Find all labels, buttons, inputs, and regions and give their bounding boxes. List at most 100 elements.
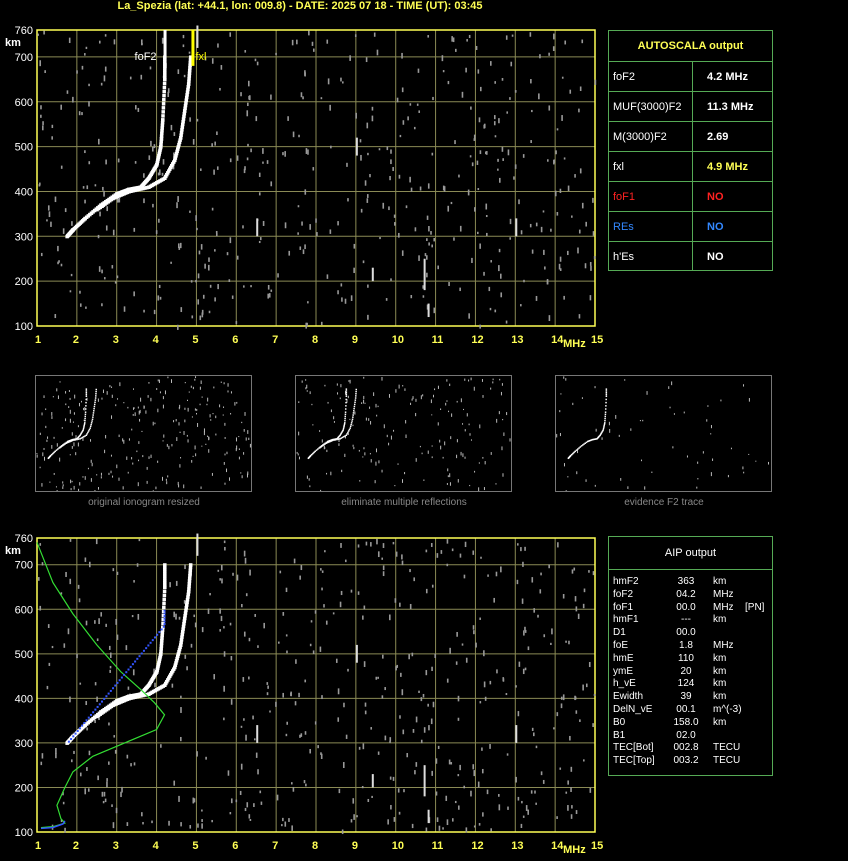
thumb-noise xyxy=(133,388,135,390)
thumb-trace xyxy=(605,398,607,401)
thumb-noise xyxy=(615,414,617,419)
thumb-noise xyxy=(434,388,436,391)
thumb-noise xyxy=(466,413,468,417)
thumb-trace xyxy=(84,435,86,437)
thumb-noise xyxy=(469,484,471,487)
aip-row: h_vE 124 km xyxy=(613,678,727,690)
noise-speck xyxy=(275,701,277,707)
thumb-noise xyxy=(224,453,226,456)
thumb-trace xyxy=(80,432,83,434)
thumb-noise xyxy=(311,403,313,406)
thumb-trace xyxy=(85,401,87,404)
thumb-noise xyxy=(572,402,574,406)
noise-speck xyxy=(192,797,195,804)
noise-speck xyxy=(306,322,308,327)
thumb-noise xyxy=(697,478,699,480)
trace-point-extraordinary xyxy=(183,106,187,111)
trace-point-extraordinary xyxy=(167,169,171,173)
thumb-noise xyxy=(492,378,494,381)
noise-speck xyxy=(320,752,322,755)
noise-speck xyxy=(422,285,424,289)
noise-speck xyxy=(180,307,183,313)
thumb-noise xyxy=(56,490,58,491)
thumb-trace xyxy=(603,424,605,427)
noise-speck xyxy=(354,34,357,37)
noise-speck xyxy=(41,562,44,566)
thumb-noise xyxy=(324,384,326,387)
thumb-trace xyxy=(327,441,330,443)
thumb-noise xyxy=(462,423,464,425)
noise-speck xyxy=(77,584,80,589)
noise-speck xyxy=(589,787,592,793)
noise-speck xyxy=(243,718,245,721)
thumb-noise xyxy=(215,415,217,419)
noise-streak xyxy=(423,765,426,797)
noise-speck xyxy=(151,146,154,152)
thumb-noise xyxy=(464,456,466,459)
noise-speck xyxy=(510,61,513,67)
thumb-noise xyxy=(464,429,466,432)
thumb-trace xyxy=(584,442,587,444)
autoscala-value: NO xyxy=(707,250,724,263)
thumb-noise xyxy=(155,486,157,490)
noise-speck xyxy=(479,324,481,329)
noise-speck xyxy=(533,608,536,613)
thumb-noise xyxy=(138,459,140,462)
thumb-noise xyxy=(59,457,61,462)
noise-speck xyxy=(133,291,135,297)
noise-speck xyxy=(262,161,264,164)
thumb-trace xyxy=(49,454,52,457)
noise-speck xyxy=(285,634,288,637)
noise-speck xyxy=(223,626,225,629)
thumb-noise xyxy=(238,456,240,460)
thumb-noise xyxy=(560,393,562,395)
noise-speck xyxy=(51,645,54,649)
thumb-noise xyxy=(196,408,198,411)
trace-point-ordinary xyxy=(161,114,165,118)
autoscala-table: AUTOSCALA output foF2 4.2 MHz MUF(3000)F2 1… xyxy=(608,30,773,271)
thumb-trace xyxy=(79,438,81,440)
thumb-noise xyxy=(388,394,390,398)
noise-speck xyxy=(552,46,555,51)
trace-point-ordinary xyxy=(162,89,166,94)
noise-speck xyxy=(428,242,430,246)
noise-speck xyxy=(500,292,503,298)
thumb-trace xyxy=(321,445,324,447)
noise-speck xyxy=(48,211,51,218)
noise-speck xyxy=(389,740,391,744)
trace-point-extraordinary xyxy=(185,597,190,602)
noise-speck xyxy=(134,105,137,110)
thumb-noise xyxy=(415,412,417,417)
noise-speck xyxy=(180,695,182,699)
noise-speck xyxy=(447,80,450,85)
noise-speck xyxy=(574,596,577,602)
autoscala-row: MUF(3000)F2 11.3 MHz xyxy=(609,91,772,121)
trace-point-ordinary xyxy=(157,659,161,663)
noise-speck xyxy=(332,612,335,615)
thumb-noise xyxy=(224,437,226,439)
thumb-trace xyxy=(88,428,91,431)
noise-speck xyxy=(229,32,232,37)
trace-point-extraordinary xyxy=(178,136,183,140)
thumb-noise xyxy=(462,453,464,458)
noise-speck xyxy=(366,198,369,203)
trace-point-extraordinary xyxy=(187,576,192,581)
y-tick-label: 600 xyxy=(15,97,33,109)
thumb-noise xyxy=(73,412,75,415)
thumb-noise xyxy=(230,413,232,415)
noise-speck xyxy=(581,39,584,44)
noise-speck xyxy=(553,159,556,164)
noise-speck xyxy=(108,722,110,726)
noise-speck xyxy=(85,46,88,50)
noise-speck xyxy=(507,806,509,810)
noise-speck xyxy=(258,192,261,196)
thumb-trace xyxy=(594,438,596,440)
thumb-trace xyxy=(604,415,607,418)
thumb-trace xyxy=(87,431,89,434)
noise-speck xyxy=(63,643,66,648)
thumb-noise xyxy=(90,459,92,463)
noise-speck xyxy=(337,221,339,226)
thumb-trace xyxy=(582,444,584,446)
trace-point-extraordinary xyxy=(133,695,137,700)
noise-speck xyxy=(377,751,380,755)
